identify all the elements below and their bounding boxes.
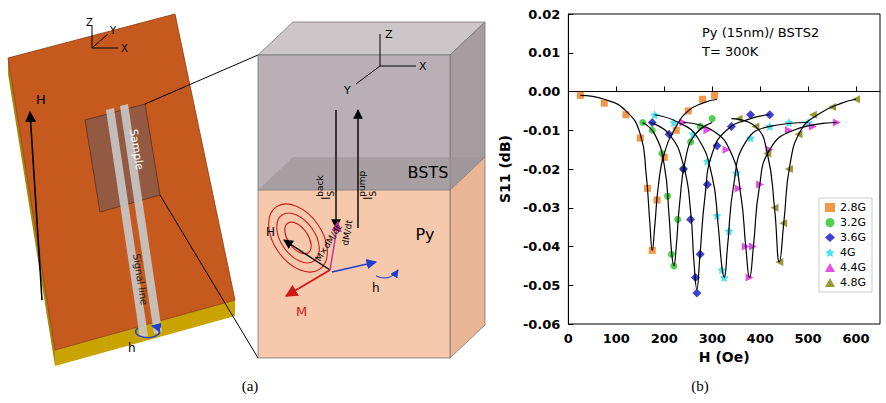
svg-text:300: 300 (699, 331, 726, 346)
svg-text:ISback: ISback (315, 175, 336, 200)
svg-text:H (Oe): H (Oe) (699, 349, 750, 365)
svg-text:0.02: 0.02 (528, 7, 560, 22)
svg-text:0.01: 0.01 (528, 45, 560, 60)
svg-text:-0.05: -0.05 (523, 278, 560, 293)
svg-text:-0.06: -0.06 (523, 317, 560, 332)
svg-text:h: h (128, 341, 136, 355)
svg-text:0: 0 (564, 331, 573, 346)
svg-text:ISpump: ISpump (357, 171, 378, 200)
svg-text:-0.01: -0.01 (523, 123, 560, 138)
svg-text:400: 400 (747, 331, 774, 346)
svg-text:4G: 4G (840, 246, 856, 259)
svg-text:Z: Z (86, 17, 93, 28)
svg-text:3.2G: 3.2G (840, 216, 866, 229)
svg-text:Sample: Sample (127, 128, 146, 171)
svg-text:100: 100 (603, 331, 630, 346)
svg-text:M: M (296, 304, 307, 319)
svg-text:-0.03: -0.03 (523, 200, 560, 215)
svg-text:S11 (dB): S11 (dB) (497, 135, 513, 203)
svg-text:Y: Y (109, 25, 117, 36)
svg-text:Py: Py (415, 225, 434, 244)
svg-text:600: 600 (842, 331, 869, 346)
svg-text:0.00: 0.00 (528, 84, 560, 99)
svg-text:X: X (121, 43, 128, 54)
svg-text:4.4G: 4.4G (840, 261, 866, 274)
svg-text:X: X (419, 60, 427, 73)
svg-text:-0.04: -0.04 (523, 239, 560, 254)
svg-text:2.8G: 2.8G (840, 201, 866, 214)
svg-text:M×dM/dt: M×dM/dt (313, 223, 343, 264)
html-text:(b): (b) (691, 378, 709, 394)
svg-text:4.8G: 4.8G (840, 276, 866, 289)
svg-text:T= 300K: T= 300K (701, 44, 759, 59)
svg-text:dM/dt: dM/dt (340, 219, 354, 247)
svg-text:H: H (266, 225, 275, 239)
svg-text:H: H (36, 92, 46, 107)
svg-text:Z: Z (385, 28, 393, 41)
html-text:(a): (a) (241, 378, 259, 394)
svg-text:-0.02: -0.02 (523, 162, 560, 177)
svg-text:Py (15nm)/ BSTS2: Py (15nm)/ BSTS2 (702, 25, 819, 40)
svg-text:h: h (372, 281, 380, 295)
svg-text:200: 200 (651, 331, 678, 346)
svg-text:Signal line: Signal line (131, 253, 150, 306)
svg-text:BSTS: BSTS (408, 163, 449, 182)
svg-text:Y: Y (343, 84, 351, 97)
svg-text:3.6G: 3.6G (840, 231, 866, 244)
svg-text:500: 500 (795, 331, 822, 346)
